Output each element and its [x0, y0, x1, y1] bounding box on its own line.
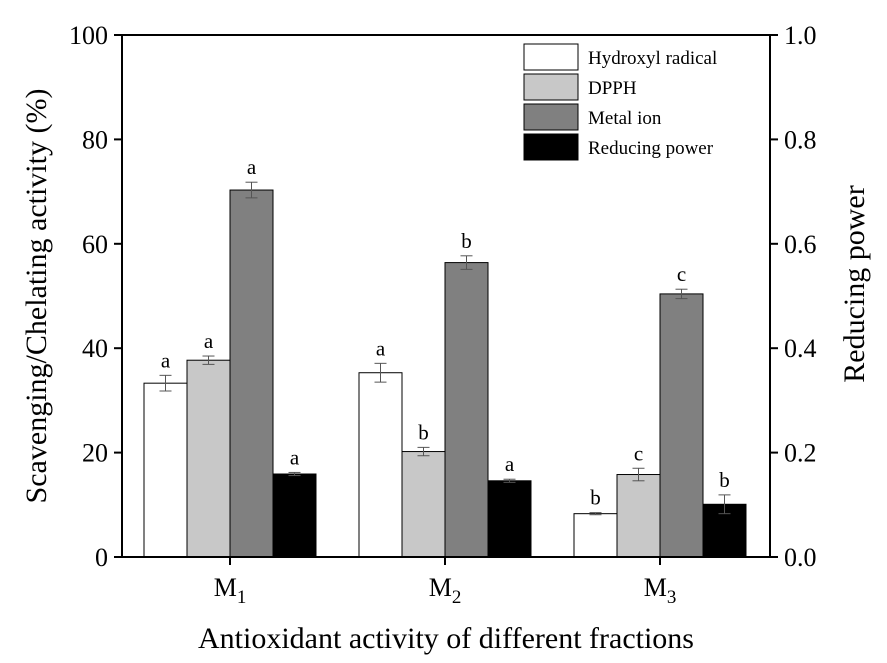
y-right-tick-label: 0.4 — [784, 334, 817, 363]
significance-label: a — [376, 336, 386, 360]
plot-area: a a b a b c a b c a a b 0 20 40 60 80 100 0.0 0.2 0.4 0.6 0.8 1… — [69, 21, 817, 608]
y-tick-label: 40 — [82, 334, 108, 363]
legend-swatch — [523, 133, 579, 161]
legend-swatch — [523, 73, 579, 101]
significance-label: b — [590, 486, 601, 510]
bar — [702, 503, 747, 558]
x-tick-label: M3 — [644, 573, 677, 608]
significance-label: a — [290, 445, 300, 469]
bar — [659, 293, 704, 558]
y-tick-label: 60 — [82, 230, 108, 259]
y-tick-label: 80 — [82, 125, 108, 154]
legend-label: DPPH — [588, 78, 637, 99]
y-right-tick-label: 0.6 — [784, 230, 817, 259]
significance-label: b — [418, 420, 429, 444]
bar — [401, 451, 446, 558]
x-tick-label: M2 — [429, 573, 462, 608]
significance-label: c — [634, 441, 643, 465]
bar — [444, 262, 489, 558]
significance-label: a — [247, 155, 257, 179]
legend-label: Reducing power — [588, 138, 714, 159]
bar — [143, 382, 188, 558]
legend-label: Hydroxyl radical — [588, 48, 717, 69]
legend-swatch — [523, 43, 579, 71]
y-axis-right-title: Reducing power — [838, 185, 871, 382]
x-tick-label: M1 — [214, 573, 247, 608]
legend-swatch — [523, 103, 579, 131]
legend-label: Metal ion — [588, 108, 662, 129]
y-tick-label: 20 — [82, 439, 108, 468]
bar — [487, 480, 532, 558]
legend: Hydroxyl radical DPPH Metal ion Reducing po… — [523, 43, 717, 161]
significance-label: a — [204, 329, 214, 353]
bar — [358, 372, 403, 558]
bar — [616, 474, 661, 558]
bar — [573, 513, 618, 558]
bar — [229, 189, 274, 558]
y-right-tick-label: 0.2 — [784, 439, 817, 468]
significance-label: a — [161, 348, 171, 372]
significance-label: b — [719, 468, 730, 492]
x-axis-title: Antioxidant activity of different fracti… — [198, 622, 694, 655]
y-right-tick-label: 1.0 — [784, 21, 817, 50]
y-tick-label: 100 — [69, 21, 108, 50]
significance-label: c — [677, 262, 686, 286]
y-tick-label: 0 — [95, 543, 108, 572]
significance-label: b — [461, 229, 472, 253]
y-axis-title: Scavenging/Chelating activity (%) — [20, 89, 53, 504]
bar — [186, 359, 231, 558]
significance-label: a — [505, 452, 515, 476]
y-right-tick-label: 0.0 — [784, 543, 817, 572]
bar — [272, 473, 317, 558]
y-right-tick-label: 0.8 — [784, 125, 817, 154]
